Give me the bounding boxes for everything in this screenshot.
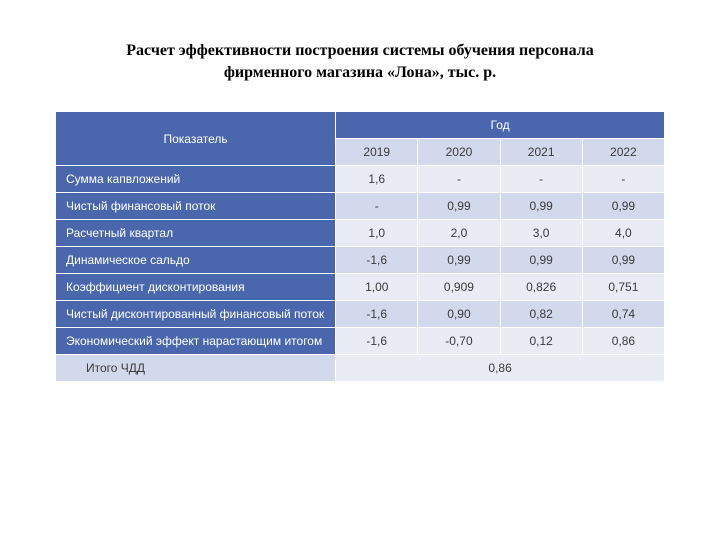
table-row: Сумма капвложений 1,6 - - - <box>56 166 665 193</box>
cell: -1,6 <box>336 247 418 274</box>
cell: 0,99 <box>582 247 664 274</box>
table-total-row: Итого ЧДД 0,86 <box>56 355 665 382</box>
cell: 0,90 <box>418 301 500 328</box>
cell: -0,70 <box>418 328 500 355</box>
table-row: Экономический эффект нарастающим итогом … <box>56 328 665 355</box>
cell: 0,99 <box>500 193 582 220</box>
cell: 1,0 <box>336 220 418 247</box>
row-label: Расчетный квартал <box>56 220 336 247</box>
title-line-2: фирменного магазина «Лона», тыс. р. <box>224 64 496 81</box>
cell: 0,86 <box>582 328 664 355</box>
total-label: Итого ЧДД <box>56 355 336 382</box>
row-label: Чистый финансовый поток <box>56 193 336 220</box>
cell: 0,99 <box>418 247 500 274</box>
title-line-1: Расчет эффективности построения системы … <box>126 42 593 59</box>
cell: 1,6 <box>336 166 418 193</box>
table-row: Динамическое сальдо -1,6 0,99 0,99 0,99 <box>56 247 665 274</box>
cell: 0,826 <box>500 274 582 301</box>
cell: -1,6 <box>336 328 418 355</box>
cell: -1,6 <box>336 301 418 328</box>
cell: - <box>582 166 664 193</box>
page-title: Расчет эффективности построения системы … <box>55 40 665 83</box>
table-row: Чистый финансовый поток - 0,99 0,99 0,99 <box>56 193 665 220</box>
header-row-1: Показатель Год <box>56 112 665 139</box>
row-label: Динамическое сальдо <box>56 247 336 274</box>
header-year: Год <box>336 112 665 139</box>
row-label: Чистый дисконтированный финансовый поток <box>56 301 336 328</box>
table-row: Чистый дисконтированный финансовый поток… <box>56 301 665 328</box>
cell: 0,99 <box>418 193 500 220</box>
total-value: 0,86 <box>336 355 665 382</box>
cell: 1,00 <box>336 274 418 301</box>
cell: 0,82 <box>500 301 582 328</box>
cell: - <box>500 166 582 193</box>
header-year-0: 2019 <box>336 139 418 166</box>
header-year-1: 2020 <box>418 139 500 166</box>
cell: 0,99 <box>582 193 664 220</box>
efficiency-table: Показатель Год 2019 2020 2021 2022 Сумма… <box>55 111 665 382</box>
cell: 0,74 <box>582 301 664 328</box>
row-label: Сумма капвложений <box>56 166 336 193</box>
cell: 0,99 <box>500 247 582 274</box>
cell: 0,12 <box>500 328 582 355</box>
cell: 2,0 <box>418 220 500 247</box>
row-label: Коэффициент дисконтирования <box>56 274 336 301</box>
header-year-2: 2021 <box>500 139 582 166</box>
page: Расчет эффективности построения системы … <box>0 0 720 382</box>
cell: - <box>418 166 500 193</box>
cell: - <box>336 193 418 220</box>
row-label: Экономический эффект нарастающим итогом <box>56 328 336 355</box>
cell: 0,751 <box>582 274 664 301</box>
table-body: Сумма капвложений 1,6 - - - Чистый финан… <box>56 166 665 382</box>
table-row: Расчетный квартал 1,0 2,0 3,0 4,0 <box>56 220 665 247</box>
cell: 0,909 <box>418 274 500 301</box>
cell: 3,0 <box>500 220 582 247</box>
cell: 4,0 <box>582 220 664 247</box>
header-indicator: Показатель <box>56 112 336 166</box>
table-row: Коэффициент дисконтирования 1,00 0,909 0… <box>56 274 665 301</box>
header-year-3: 2022 <box>582 139 664 166</box>
